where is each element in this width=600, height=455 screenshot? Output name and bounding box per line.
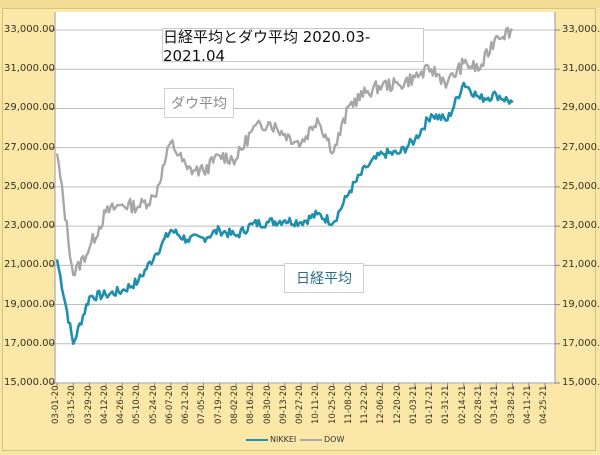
nikkei-annotation: 日経平均 bbox=[284, 263, 364, 293]
x-tick-label: 10-25-20 bbox=[327, 385, 338, 424]
nikkei-swatch-icon bbox=[246, 438, 268, 441]
chart-title: 日経平均とダウ平均 2020.03-2021.04 bbox=[162, 28, 424, 65]
y-tick-label-left: 29,000.00 bbox=[4, 102, 55, 114]
y-tick-label-left: 33,000.00 bbox=[4, 24, 55, 35]
x-tick-label: 04-11-21 bbox=[522, 385, 533, 424]
legend-item-nikkei: NIKKEI bbox=[246, 435, 296, 444]
y-tick-label-right: 33,000. bbox=[562, 24, 600, 35]
x-tick-label: 03-29-20 bbox=[83, 385, 94, 424]
x-tick-label: 01-03-21 bbox=[408, 385, 419, 424]
y-tick-label-right: 21,000. bbox=[562, 259, 600, 271]
x-tick-label: 01-17-21 bbox=[425, 385, 436, 424]
y-tick-label-left: 21,000.00 bbox=[4, 259, 55, 271]
y-tick-label-left: 25,000.00 bbox=[4, 180, 55, 192]
x-tick-label: 03-15-20 bbox=[67, 385, 78, 424]
legend-label-nikkei: NIKKEI bbox=[270, 435, 297, 444]
x-tick-label: 09-27-20 bbox=[295, 385, 306, 424]
x-tick-label: 12-06-20 bbox=[376, 385, 387, 424]
x-tick-label: 11-22-20 bbox=[360, 385, 371, 424]
dow-line bbox=[55, 26, 513, 277]
x-tick-label: 10-11-20 bbox=[311, 385, 322, 424]
cropped-top-strip bbox=[0, 0, 600, 8]
x-tick-label: 09-13-20 bbox=[278, 385, 289, 424]
y-tick-label-left: 15,000.00 bbox=[4, 377, 55, 388]
y-tick-label-right: 23,000. bbox=[562, 220, 600, 232]
x-tick-label: 06-07-20 bbox=[164, 385, 175, 424]
gridlines bbox=[54, 12, 556, 384]
nikkei-line bbox=[55, 81, 514, 346]
y-tick-label-right: 15,000. bbox=[562, 377, 600, 388]
x-tick-label: 01-31-21 bbox=[441, 385, 452, 424]
x-tick-label: 08-30-20 bbox=[262, 385, 273, 424]
legend-label-dow: DOW bbox=[324, 435, 345, 444]
x-tick-label: 11-08-20 bbox=[343, 385, 354, 424]
y-tick-label-left: 31,000.00 bbox=[4, 63, 55, 75]
y-tick-label-left: 27,000.00 bbox=[4, 141, 55, 153]
x-tick-label: 05-10-20 bbox=[132, 385, 143, 424]
x-tick-label: 03-28-21 bbox=[506, 385, 517, 424]
y-tick-label-right: 31,000. bbox=[562, 63, 600, 75]
plot-area bbox=[55, 12, 555, 384]
y-tick-label-right: 25,000. bbox=[562, 180, 600, 192]
x-tick-label: 08-02-20 bbox=[229, 385, 240, 424]
y-tick-label-left: 17,000.00 bbox=[4, 337, 55, 349]
x-tick-label: 05-24-20 bbox=[148, 385, 159, 424]
y-tick-label-right: 29,000. bbox=[562, 102, 600, 114]
x-tick-label: 03-01-20 bbox=[51, 385, 61, 424]
x-tick-label: 06-21-20 bbox=[181, 385, 192, 424]
x-tick-label: 04-26-20 bbox=[116, 385, 127, 424]
y-tick-label-right: 27,000. bbox=[562, 141, 600, 153]
x-tick-label: 04-12-20 bbox=[99, 385, 110, 424]
x-tick-label: 03-14-21 bbox=[490, 385, 501, 424]
x-tick-label: 04-25-21 bbox=[539, 385, 550, 424]
dow-annotation: ダウ平均 bbox=[164, 88, 234, 118]
y-tick-label-right: 19,000. bbox=[562, 298, 600, 310]
legend: NIKKEI DOW bbox=[0, 435, 600, 449]
y-tick-label-left: 23,000.00 bbox=[4, 220, 55, 232]
x-tick-label: 02-14-21 bbox=[457, 385, 468, 424]
y-tick-label-left: 19,000.00 bbox=[4, 298, 55, 310]
x-tick-label: 07-05-20 bbox=[197, 385, 208, 424]
x-tick-label: 08-16-20 bbox=[246, 385, 257, 424]
x-tick-label: 07-19-20 bbox=[213, 385, 224, 424]
tick-marks bbox=[50, 29, 560, 388]
dow-swatch-icon bbox=[300, 438, 322, 441]
x-tick-label: 02-28-21 bbox=[474, 385, 485, 424]
legend-item-dow: DOW bbox=[300, 435, 344, 444]
y-tick-label-right: 17,000. bbox=[562, 337, 600, 349]
x-tick-label: 12-20-20 bbox=[392, 385, 403, 424]
